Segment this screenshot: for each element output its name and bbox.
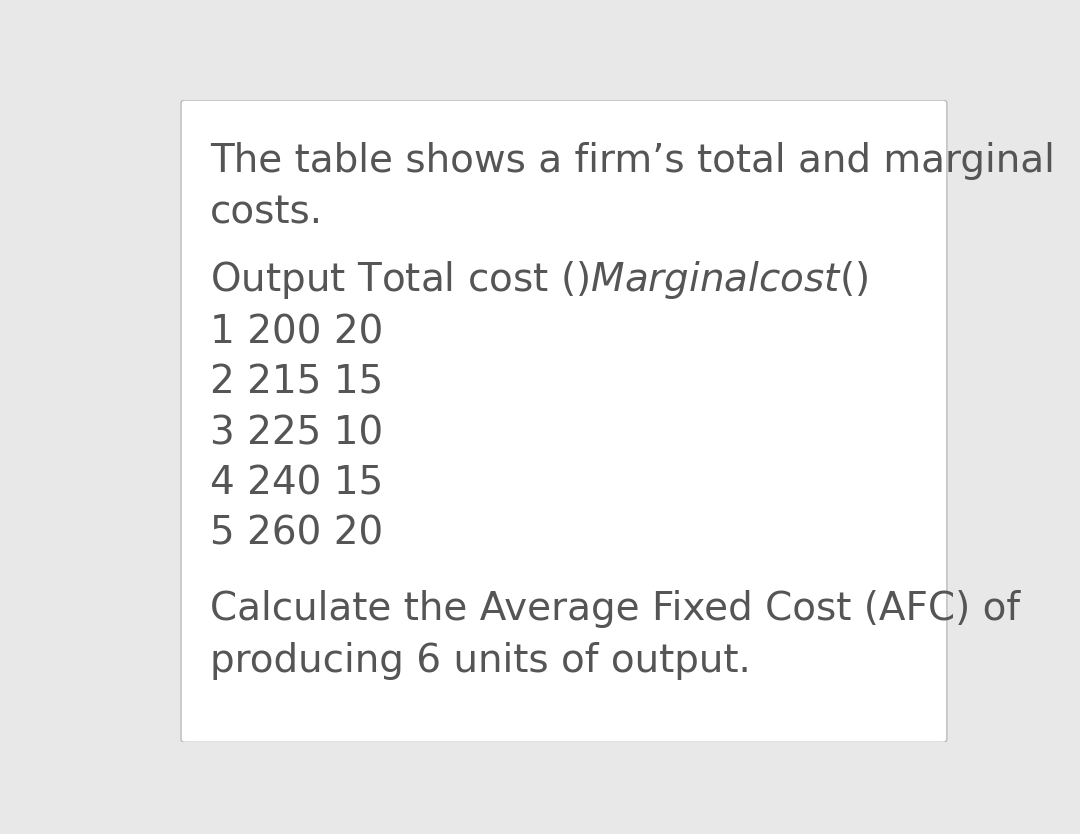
Text: Output Total cost ($) Marginal cost ($): Output Total cost ($) Marginal cost ($)	[211, 259, 868, 301]
Text: 2 215 15: 2 215 15	[211, 364, 383, 402]
Text: producing 6 units of output.: producing 6 units of output.	[211, 642, 752, 680]
Text: The table shows a firm’s total and marginal: The table shows a firm’s total and margi…	[211, 142, 1055, 180]
Text: 1 200 20: 1 200 20	[211, 314, 383, 352]
Text: 5 260 20: 5 260 20	[211, 515, 383, 552]
Text: Calculate the Average Fixed Cost (AFC) of: Calculate the Average Fixed Cost (AFC) o…	[211, 590, 1021, 628]
Text: 4 240 15: 4 240 15	[211, 465, 383, 502]
Text: costs.: costs.	[211, 193, 323, 232]
Text: 3 225 10: 3 225 10	[211, 414, 383, 452]
FancyBboxPatch shape	[181, 100, 947, 742]
